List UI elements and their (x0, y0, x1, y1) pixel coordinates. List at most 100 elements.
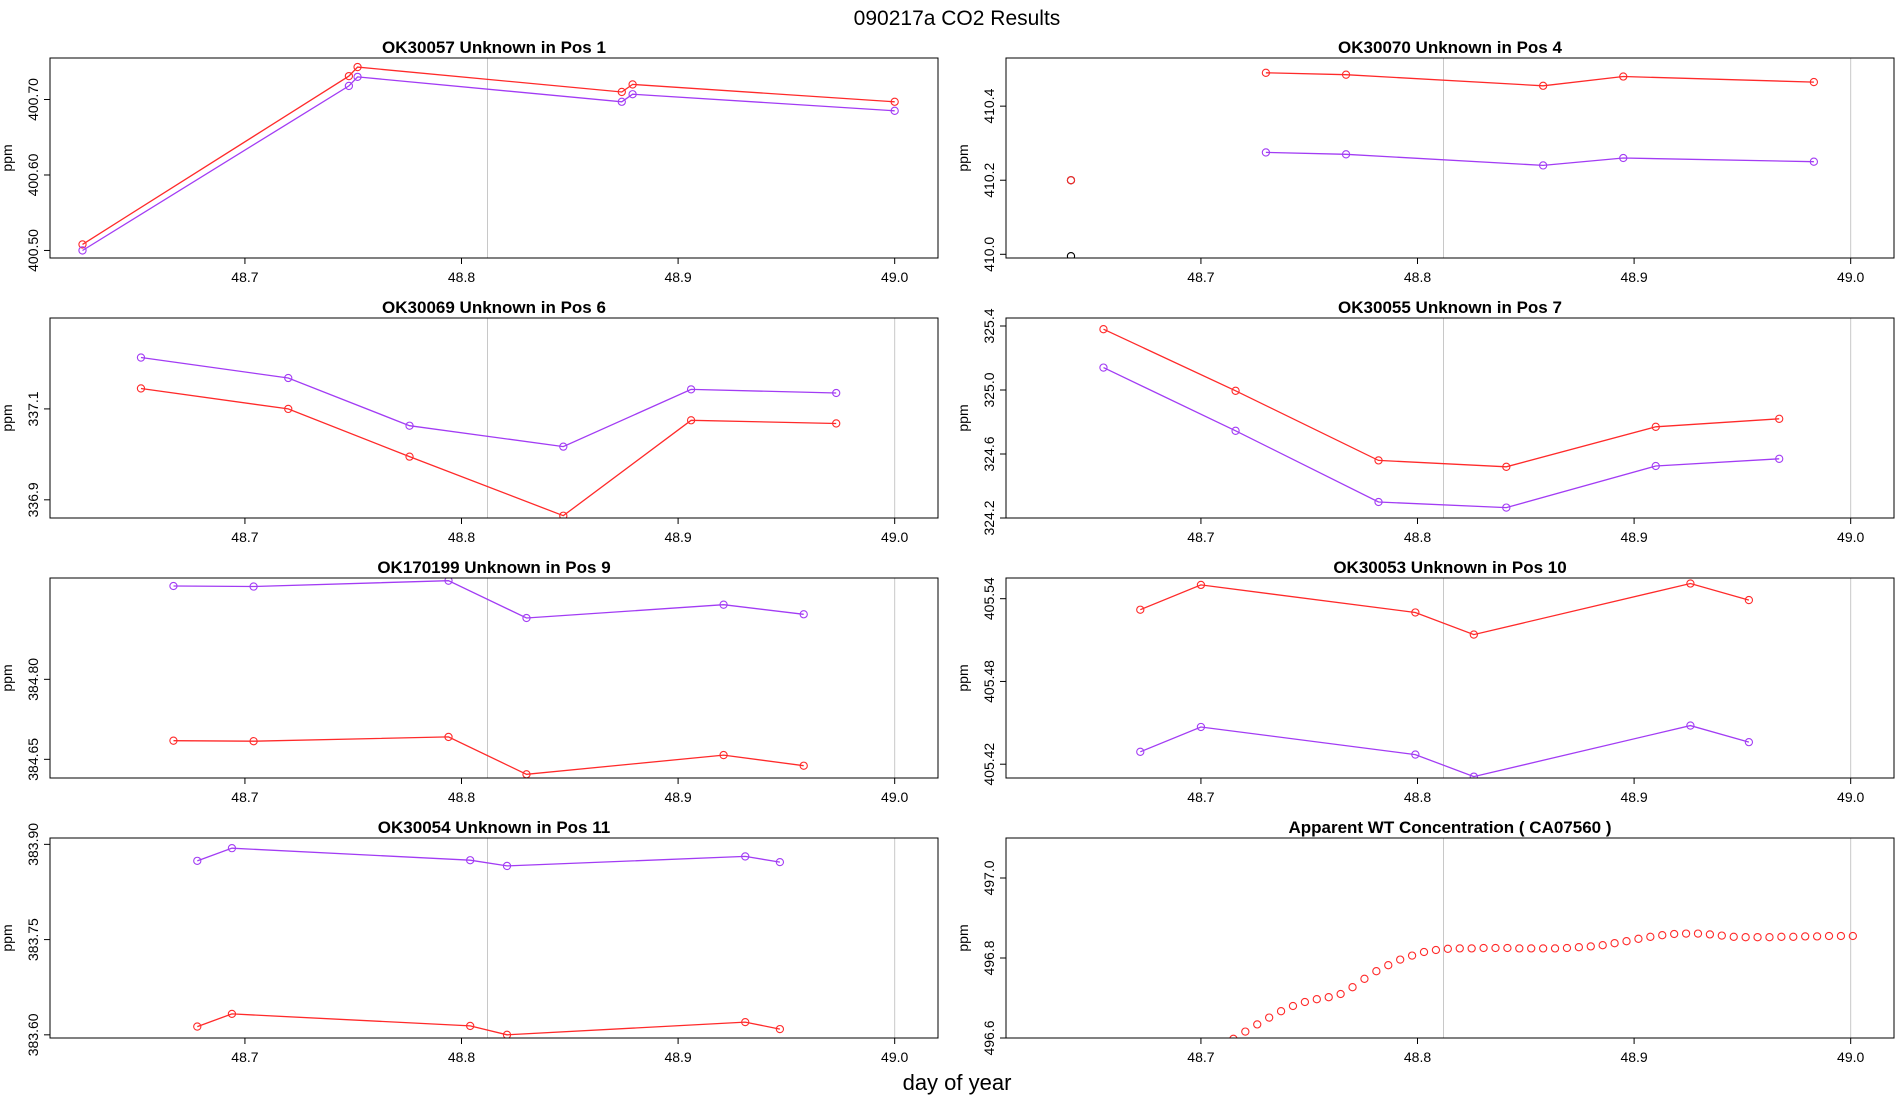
data-point (405, 452, 414, 461)
data-point (628, 90, 637, 99)
x-tick-label: 49.0 (881, 1049, 908, 1065)
data-point (1324, 993, 1333, 1002)
data-point (1419, 947, 1429, 957)
panel-title: OK30070 Unknown in Pos 4 (1338, 38, 1562, 57)
series-red (169, 732, 808, 778)
x-tick-label: 49.0 (881, 789, 908, 805)
data-point (1717, 931, 1726, 940)
y-axis-label: ppm (955, 144, 971, 171)
data-point (1527, 944, 1536, 953)
series-red (136, 384, 841, 518)
panel-8: Apparent WT Concentration ( CA07560 ) ppm… (955, 818, 1895, 1065)
y-tick-label: 336.9 (25, 482, 41, 517)
data-point (1411, 750, 1420, 759)
data-point (1658, 931, 1667, 940)
data-point (741, 852, 750, 861)
x-tick-label: 49.0 (1837, 789, 1864, 805)
x-tick-label: 49.0 (881, 269, 908, 285)
series-red (1229, 929, 1857, 1038)
data-point (1265, 1013, 1274, 1022)
data-point (1502, 462, 1511, 471)
data-point (1610, 939, 1619, 948)
x-tick-label: 48.9 (664, 529, 691, 545)
series-line (140, 387, 837, 517)
y-axis-label: ppm (0, 664, 15, 691)
data-point (502, 1030, 512, 1038)
x-tick-label: 48.9 (1620, 269, 1647, 285)
panel-title: Apparent WT Concentration ( CA07560 ) (1288, 818, 1611, 837)
data-point (1562, 943, 1572, 953)
y-tick-label: 400.50 (25, 229, 41, 272)
data-point (890, 106, 899, 115)
series-purple (169, 578, 808, 623)
y-tick-label: 383.90 (25, 823, 41, 866)
data-point (1744, 595, 1754, 605)
y-axis-label: ppm (0, 404, 15, 431)
data-point (78, 246, 87, 255)
data-point (1300, 997, 1310, 1007)
x-tick-label: 48.7 (231, 1049, 258, 1065)
series-red (1099, 325, 1784, 471)
data-point (284, 373, 293, 383)
data-point (466, 856, 475, 865)
data-point (1598, 941, 1607, 950)
y-axis-label: ppm (0, 144, 15, 171)
data-point (1686, 721, 1695, 730)
data-point (1651, 461, 1660, 471)
y-tick-label: 324.2 (981, 500, 997, 535)
data-point (1479, 943, 1488, 953)
y-tick-label: 383.60 (25, 1013, 41, 1056)
panel-title: OK30054 Unknown in Pos 11 (378, 818, 610, 837)
panels: OK30057 Unknown in Pos 1 ppm 48.7 48.8 48.9 4… (0, 38, 1895, 1065)
figure-title: 090217a CO2 Results (854, 7, 1061, 30)
data-point (1341, 150, 1351, 159)
series-line (140, 356, 837, 448)
panel-5: OK170199 Unknown in Pos 9 ppm 48.7 48.8 48.9… (0, 558, 939, 805)
y-tick-label: 325.4 (981, 308, 997, 343)
series-red (193, 1009, 785, 1038)
y-tick-label: 497.0 (981, 860, 997, 895)
data-point (1229, 1034, 1238, 1038)
data-point (353, 62, 362, 72)
data-point (193, 856, 202, 866)
data-point (799, 610, 808, 619)
data-point (1705, 930, 1715, 939)
x-tick-label: 49.0 (1837, 269, 1864, 285)
data-point (1634, 934, 1643, 943)
y-tick-label: 400.60 (25, 153, 41, 196)
x-tick-label: 49.0 (1837, 1049, 1864, 1065)
x-tick-label: 48.8 (448, 789, 475, 805)
data-point (1777, 932, 1786, 941)
y-tick-label: 410.2 (981, 162, 997, 197)
data-point (1384, 961, 1393, 970)
data-point (1374, 497, 1383, 507)
data-point (1741, 933, 1750, 942)
data-point (832, 388, 841, 398)
x-tick-label: 49.0 (881, 529, 908, 545)
y-tick-label: 410.4 (981, 88, 997, 123)
series-purple (78, 72, 899, 255)
series-line (82, 76, 895, 252)
data-point (1753, 933, 1762, 942)
data-point (1196, 580, 1206, 590)
data-point (1288, 1001, 1298, 1011)
data-point (1066, 251, 1076, 258)
data-point (1619, 72, 1628, 81)
data-point (1538, 161, 1548, 170)
data-point (1455, 944, 1464, 953)
y-axis-label: ppm (0, 924, 15, 951)
data-point (1372, 967, 1381, 976)
panel-6: OK30053 Unknown in Pos 10 ppm 48.7 48.8 48.9… (955, 558, 1895, 805)
data-point (686, 416, 696, 425)
data-point (1261, 68, 1271, 77)
series-line (1140, 582, 1750, 636)
data-point (832, 419, 841, 428)
plot-frame (1005, 837, 1895, 1039)
data-point (686, 385, 696, 394)
data-point (1196, 722, 1206, 732)
y-tick-label: 496.8 (981, 940, 997, 975)
data-point (1848, 931, 1857, 941)
data-point (353, 72, 362, 82)
series-red (1136, 579, 1754, 639)
series-purple (1136, 721, 1754, 778)
